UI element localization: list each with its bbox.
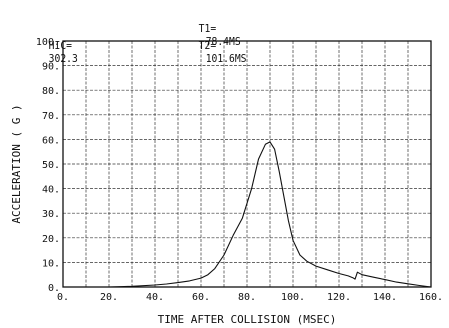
hic-readout: HIC= 302.3 xyxy=(37,26,78,65)
x-tick-label: 100. xyxy=(281,292,305,303)
hic-label: HIC= xyxy=(48,39,72,52)
x-tick-label: 60. xyxy=(192,292,210,303)
y-axis-title: ACCELERATION ( G ) xyxy=(10,104,23,223)
x-axis-title: TIME AFTER COLLISION (MSEC) xyxy=(158,313,337,326)
x-tick-label: 20. xyxy=(100,292,118,303)
x-tick-label: 80. xyxy=(238,292,256,303)
y-tick-label: 30. xyxy=(42,209,60,220)
y-tick-label: 80. xyxy=(42,86,60,97)
x-tick-label: 40. xyxy=(146,292,164,303)
t1-label: T1= xyxy=(198,22,217,35)
hic-value: 302.3 xyxy=(48,52,78,65)
t2-value: 101.6MS xyxy=(205,52,247,65)
x-tick-labels: 0. 20. 40. 60. 80. 100. 120. 140. 160. xyxy=(57,292,443,303)
plot-frame xyxy=(62,40,432,288)
t2-label: T2= xyxy=(198,39,217,52)
y-tick-labels: 0. 10. 20. 30. 40. 50. 60. 70. 80. 90. 100. xyxy=(36,37,60,294)
y-tick-label: 40. xyxy=(42,185,60,196)
grid-lines xyxy=(63,41,431,287)
x-tick-label: 160. xyxy=(419,292,443,303)
y-tick-label: 0. xyxy=(48,283,60,294)
x-tick-label: 0. xyxy=(57,292,69,303)
y-tick-label: 10. xyxy=(42,258,60,269)
y-tick-label: 60. xyxy=(42,135,60,146)
y-tick-label: 50. xyxy=(42,160,60,171)
t1-value: 78.4MS xyxy=(205,35,241,48)
y-tick-label: 90. xyxy=(42,62,60,73)
y-tick-label: 100. xyxy=(36,37,60,48)
y-tick-label: 20. xyxy=(42,234,60,245)
x-tick-label: 140. xyxy=(373,292,397,303)
y-tick-label: 70. xyxy=(42,111,60,122)
t2-readout: T2= 101.6MS xyxy=(187,26,247,65)
t1-readout: T1= 78.4MS xyxy=(187,9,241,48)
x-tick-label: 120. xyxy=(327,292,351,303)
series-line xyxy=(63,141,432,288)
